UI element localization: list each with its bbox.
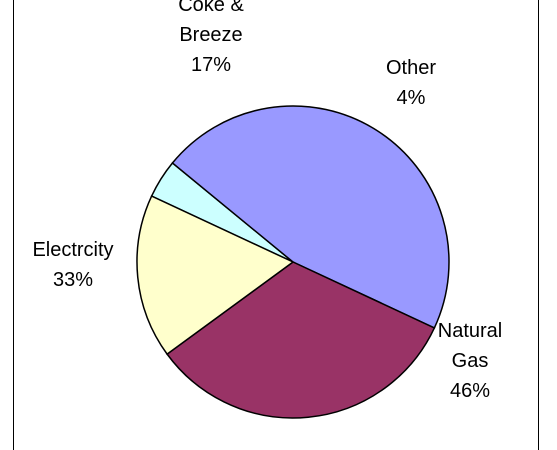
slice-label-natural-gas: Natural Gas 46% — [438, 320, 502, 402]
slice-label-other: Other 4% — [386, 57, 436, 109]
slice-label-line: Breeze — [179, 24, 242, 46]
labels-layer: Other 4% Natural Gas 46% Electrcity 33% Coke & B… — [32, 0, 502, 402]
slice-label-line: Coke & — [178, 0, 244, 16]
pie-slice-electrcity — [166, 261, 436, 419]
slice-label-electrcity: Electrcity 33% — [32, 239, 113, 291]
slice-label-coke-breeze: Coke & Breeze 17% — [178, 0, 244, 76]
slice-label-line: Electrcity — [32, 239, 113, 261]
slice-label-line: 33% — [53, 269, 93, 291]
pie-slice-natural-gas — [171, 105, 450, 329]
pie-slice-coke-breeze — [136, 195, 295, 356]
slice-label-line: Natural — [438, 320, 502, 342]
slices-layer — [136, 105, 450, 419]
slice-label-line: Gas — [452, 350, 489, 372]
slice-label-line: 4% — [397, 87, 426, 109]
slice-label-line: Other — [386, 57, 436, 79]
slice-label-line: 17% — [191, 54, 231, 76]
slice-label-line: 46% — [450, 380, 490, 402]
